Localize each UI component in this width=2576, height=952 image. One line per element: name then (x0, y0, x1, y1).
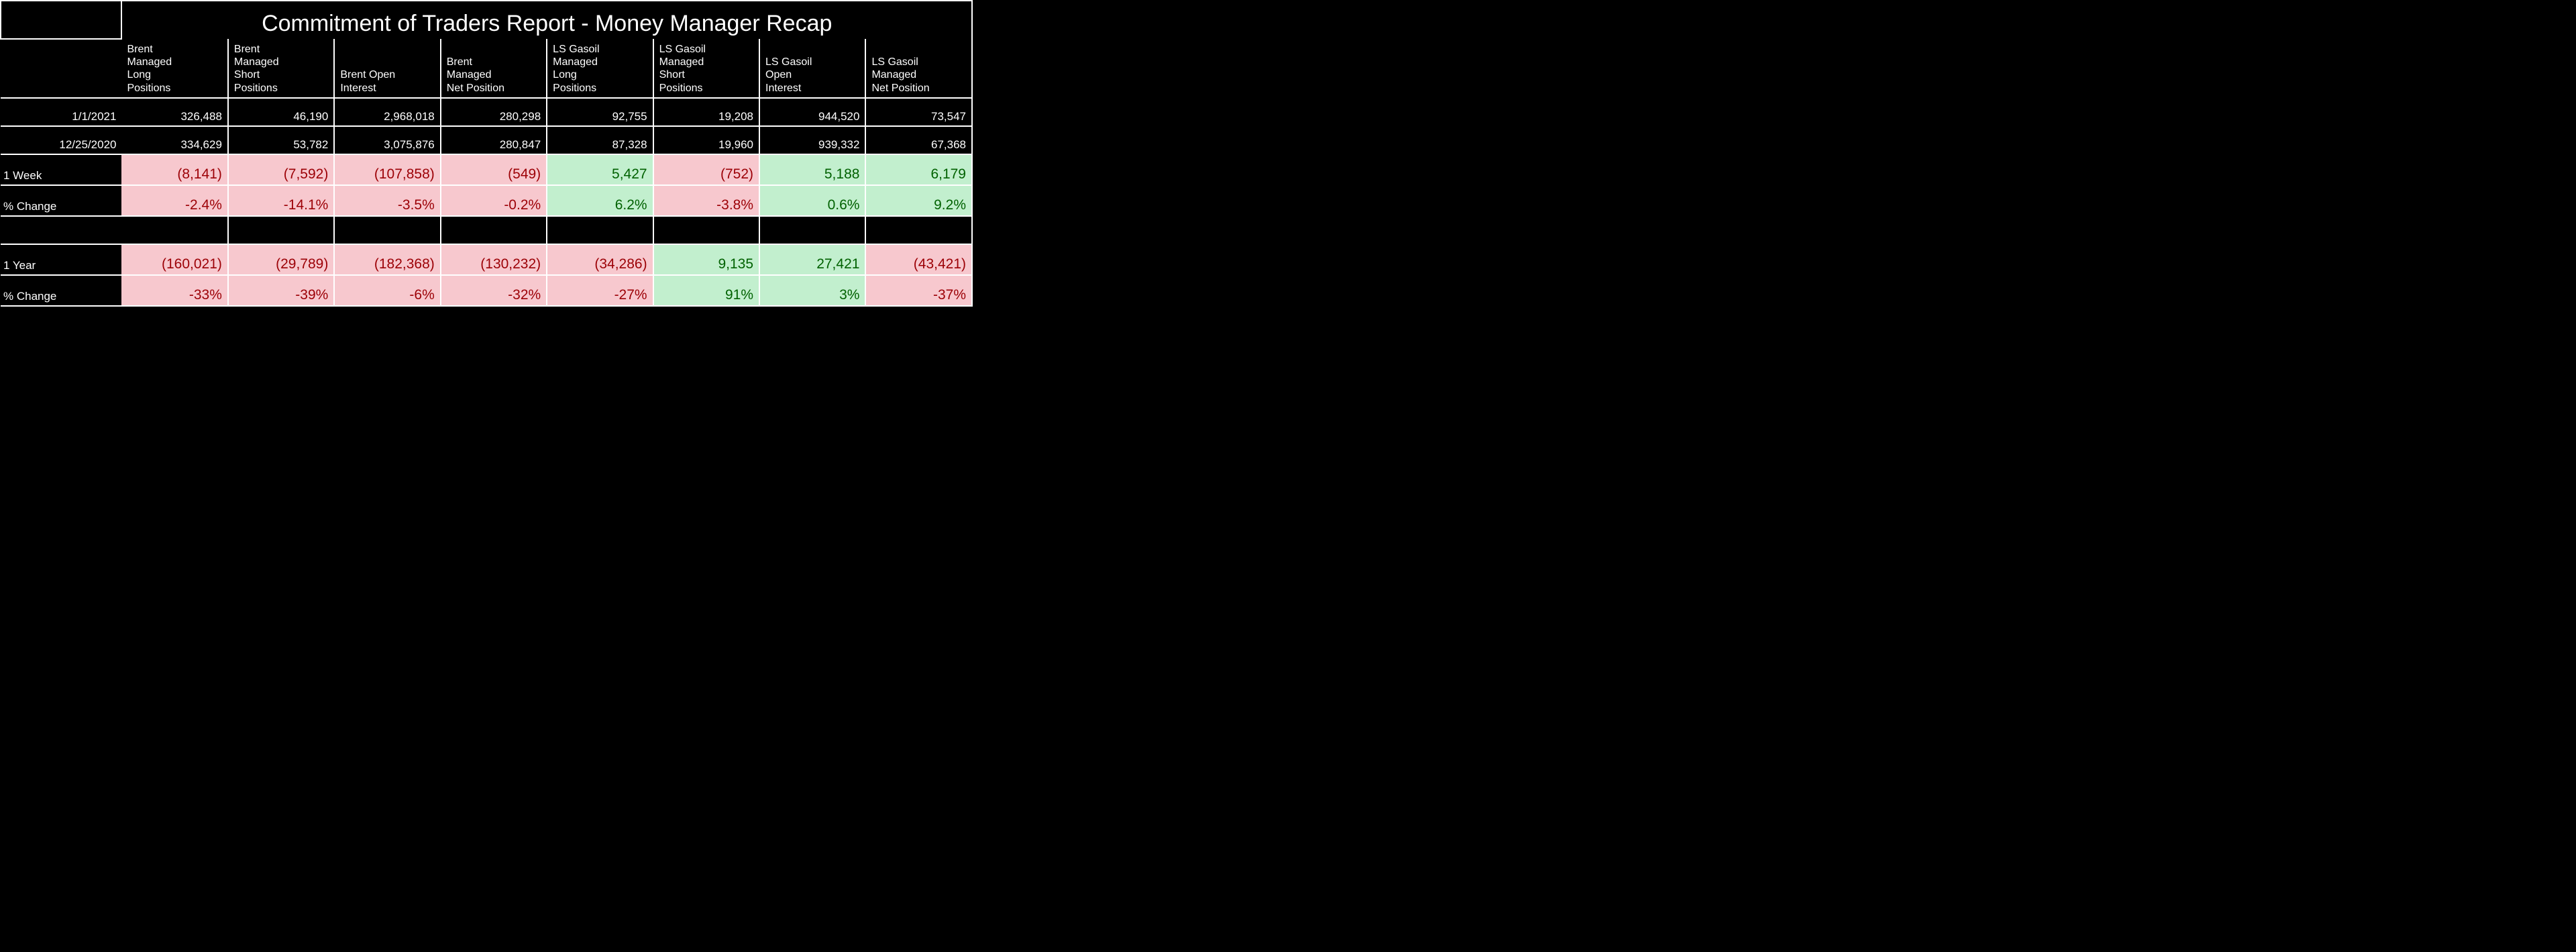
week-5: (752) (653, 154, 759, 185)
year-2: (182,368) (334, 244, 440, 275)
cell: 939,332 (759, 126, 865, 154)
row-header-blank (1, 39, 121, 98)
date-row-0: 1/1/2021 326,488 46,190 2,968,018 280,29… (1, 98, 972, 126)
week-4: 5,427 (547, 154, 653, 185)
week-pct-7: 9.2% (865, 185, 972, 216)
date-row-1: 12/25/2020 334,629 53,782 3,075,876 280,… (1, 126, 972, 154)
cell: 67,368 (865, 126, 972, 154)
report-title: Commitment of Traders Report - Money Man… (121, 1, 972, 39)
year-pct-3: -32% (441, 275, 547, 306)
column-header-row: BrentManagedLongPositions BrentManagedSh… (1, 39, 972, 98)
week-pct-1: -14.1% (228, 185, 334, 216)
title-row: Commitment of Traders Report - Money Man… (1, 1, 972, 39)
year-3: (130,232) (441, 244, 547, 275)
cell: 73,547 (865, 98, 972, 126)
week-0: (8,141) (121, 154, 227, 185)
cell: 19,960 (653, 126, 759, 154)
year-1: (29,789) (228, 244, 334, 275)
year-6: 27,421 (759, 244, 865, 275)
week-label: 1 Week (1, 154, 121, 185)
cell: 87,328 (547, 126, 653, 154)
week-1: (7,592) (228, 154, 334, 185)
col-6: LS GasoilOpenInterest (759, 39, 865, 98)
week-pct-row: % Change -2.4% -14.1% -3.5% -0.2% 6.2% -… (1, 185, 972, 216)
year-pct-2: -6% (334, 275, 440, 306)
cell: 326,488 (121, 98, 227, 126)
cell: 944,520 (759, 98, 865, 126)
week-pct-3: -0.2% (441, 185, 547, 216)
week-pct-0: -2.4% (121, 185, 227, 216)
year-0: (160,021) (121, 244, 227, 275)
week-pct-label: % Change (1, 185, 121, 216)
cell: 19,208 (653, 98, 759, 126)
week-7: 6,179 (865, 154, 972, 185)
spacer-row (1, 216, 972, 244)
year-pct-1: -39% (228, 275, 334, 306)
logo-box (1, 1, 121, 39)
week-pct-5: -3.8% (653, 185, 759, 216)
year-row: 1 Year (160,021) (29,789) (182,368) (130… (1, 244, 972, 275)
col-2: Brent OpenInterest (334, 39, 440, 98)
week-pct-6: 0.6% (759, 185, 865, 216)
cell: 280,847 (441, 126, 547, 154)
date-label-0: 1/1/2021 (1, 98, 121, 126)
date-label-1: 12/25/2020 (1, 126, 121, 154)
cell: 2,968,018 (334, 98, 440, 126)
col-0: BrentManagedLongPositions (121, 39, 227, 98)
col-7: LS GasoilManagedNet Position (865, 39, 972, 98)
week-row: 1 Week (8,141) (7,592) (107,858) (549) 5… (1, 154, 972, 185)
week-3: (549) (441, 154, 547, 185)
cell: 92,755 (547, 98, 653, 126)
col-5: LS GasoilManagedShortPositions (653, 39, 759, 98)
year-pct-6: 3% (759, 275, 865, 306)
col-3: BrentManagedNet Position (441, 39, 547, 98)
cell: 280,298 (441, 98, 547, 126)
year-pct-7: -37% (865, 275, 972, 306)
cell: 3,075,876 (334, 126, 440, 154)
year-4: (34,286) (547, 244, 653, 275)
col-1: BrentManagedShortPositions (228, 39, 334, 98)
week-pct-4: 6.2% (547, 185, 653, 216)
cell: 46,190 (228, 98, 334, 126)
year-pct-0: -33% (121, 275, 227, 306)
year-7: (43,421) (865, 244, 972, 275)
year-label: 1 Year (1, 244, 121, 275)
year-5: 9,135 (653, 244, 759, 275)
week-2: (107,858) (334, 154, 440, 185)
report-table: Commitment of Traders Report - Money Man… (0, 0, 973, 307)
year-pct-label: % Change (1, 275, 121, 306)
cell: 53,782 (228, 126, 334, 154)
year-pct-row: % Change -33% -39% -6% -32% -27% 91% 3% … (1, 275, 972, 306)
col-4: LS GasoilManagedLongPositions (547, 39, 653, 98)
cell: 334,629 (121, 126, 227, 154)
year-pct-5: 91% (653, 275, 759, 306)
year-pct-4: -27% (547, 275, 653, 306)
week-pct-2: -3.5% (334, 185, 440, 216)
week-6: 5,188 (759, 154, 865, 185)
